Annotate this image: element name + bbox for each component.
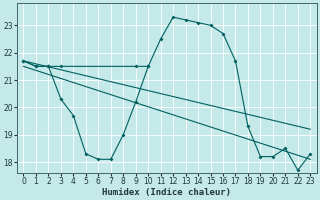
X-axis label: Humidex (Indice chaleur): Humidex (Indice chaleur) (102, 188, 231, 197)
